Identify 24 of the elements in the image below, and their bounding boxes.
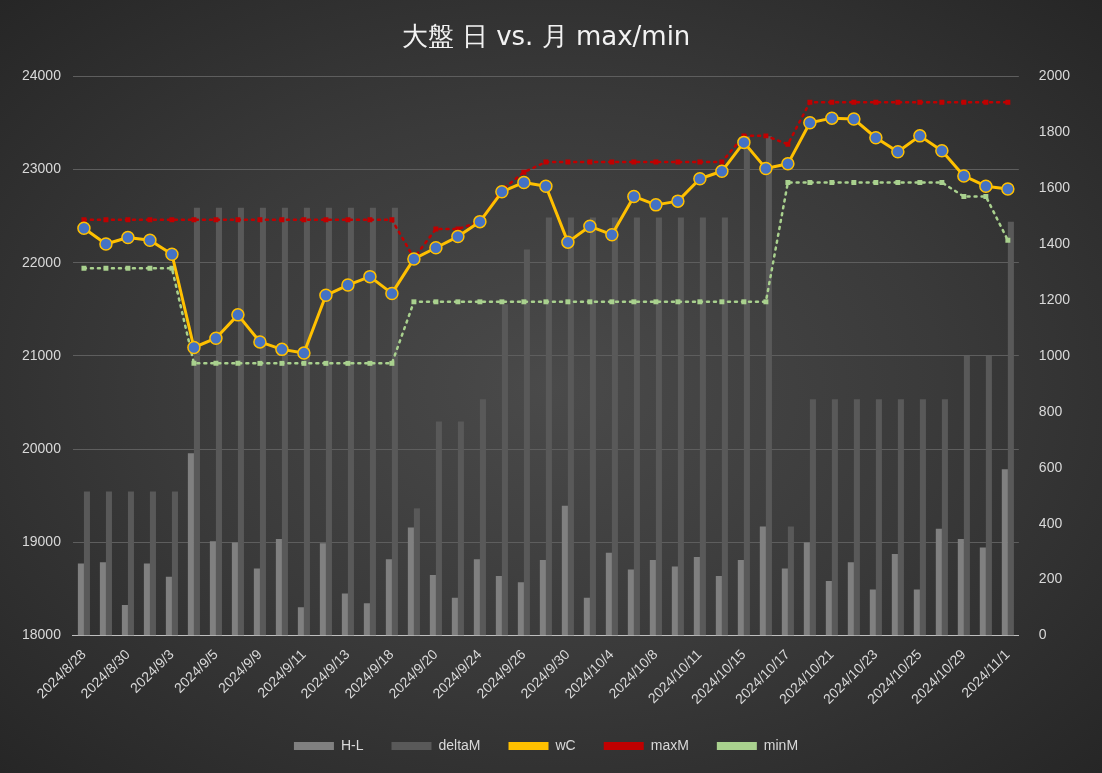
y2-tick-label: 1000 (1038, 346, 1071, 363)
y2-tick-label: 1400 (1038, 234, 1071, 251)
y-tick-label: 23000 (21, 160, 62, 177)
legend-label: wC (554, 736, 576, 753)
y2-tick-label: 600 (1038, 458, 1063, 475)
y2-tick-label: 0 (1038, 626, 1047, 643)
y-tick-label: 24000 (21, 67, 62, 84)
chart-title: 大盤 日 vs. 月 max/min (401, 21, 691, 52)
y2-tick-label: 800 (1038, 402, 1063, 419)
y2-tick-label: 2000 (1038, 67, 1071, 84)
legend-label: deltaM (438, 736, 481, 753)
y2-tick-label: 1200 (1038, 290, 1071, 307)
y2-tick-label: 400 (1038, 514, 1063, 531)
y2-tick-label: 1600 (1038, 178, 1071, 195)
y-tick-label: 21000 (21, 346, 62, 363)
y2-tick-label: 200 (1038, 570, 1063, 587)
y2-tick-label: 1800 (1038, 123, 1071, 139)
y-tick-label: 20000 (21, 439, 62, 456)
legend-label: H-L (340, 736, 364, 753)
legend-label: minM (763, 736, 799, 753)
y-tick-label: 19000 (21, 533, 62, 550)
legend-label: maxM (650, 736, 689, 753)
y-tick-label: 22000 (21, 253, 62, 270)
y-tick-label: 18000 (21, 626, 62, 643)
